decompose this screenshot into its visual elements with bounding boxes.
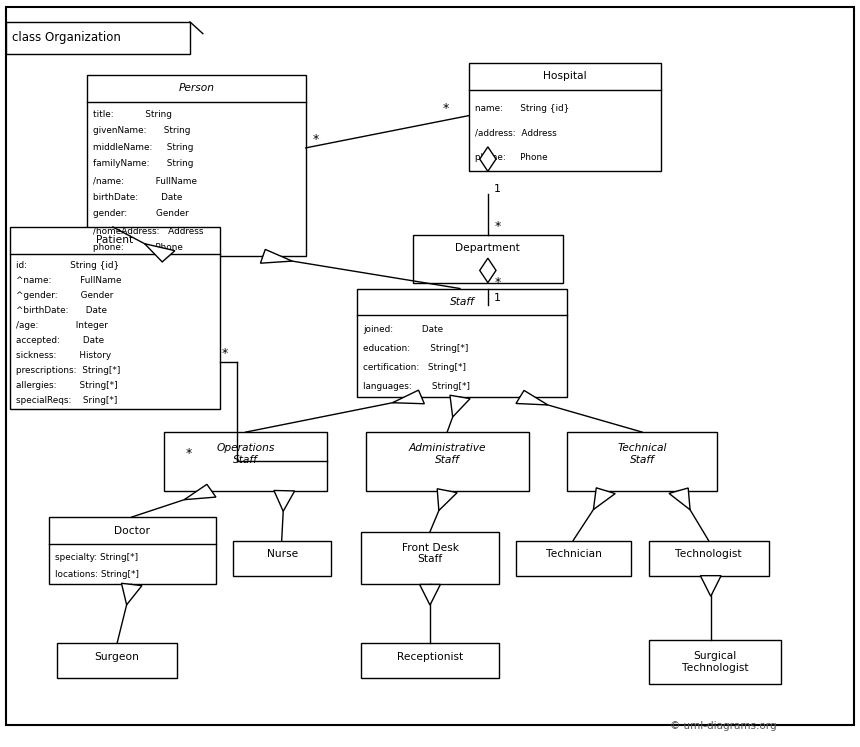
Polygon shape: [437, 489, 458, 510]
Text: sickness:        History: sickness: History: [16, 351, 111, 360]
Text: /age:             Integer: /age: Integer: [16, 320, 108, 329]
Polygon shape: [700, 576, 722, 596]
FancyBboxPatch shape: [516, 541, 631, 576]
Polygon shape: [144, 244, 175, 262]
Text: phone:     Phone: phone: Phone: [475, 153, 547, 162]
FancyBboxPatch shape: [357, 288, 567, 397]
FancyBboxPatch shape: [648, 541, 769, 576]
Text: givenName:      String: givenName: String: [93, 126, 190, 135]
Text: Department: Department: [456, 243, 520, 253]
FancyBboxPatch shape: [10, 227, 220, 409]
FancyBboxPatch shape: [233, 541, 331, 576]
Text: phone:           Phone: phone: Phone: [93, 243, 183, 252]
Text: *: *: [186, 447, 192, 459]
Text: ^gender:        Gender: ^gender: Gender: [16, 291, 114, 300]
FancyBboxPatch shape: [57, 643, 177, 678]
Polygon shape: [480, 258, 496, 282]
Text: *: *: [312, 133, 319, 146]
Text: gender:          Gender: gender: Gender: [93, 209, 189, 218]
FancyBboxPatch shape: [6, 22, 190, 54]
Text: 1: 1: [494, 184, 501, 193]
FancyBboxPatch shape: [361, 532, 499, 584]
Polygon shape: [480, 147, 496, 171]
Text: joined:          Date: joined: Date: [363, 325, 443, 334]
Text: Administrative
Staff: Administrative Staff: [408, 443, 486, 465]
Text: Front Desk
Staff: Front Desk Staff: [402, 542, 458, 564]
Text: Surgeon: Surgeon: [95, 651, 139, 662]
Polygon shape: [261, 249, 292, 263]
Polygon shape: [516, 391, 548, 405]
Polygon shape: [392, 390, 424, 403]
FancyBboxPatch shape: [413, 235, 562, 282]
FancyBboxPatch shape: [469, 63, 661, 171]
Text: /name:           FullName: /name: FullName: [93, 176, 197, 185]
FancyBboxPatch shape: [87, 75, 305, 256]
Text: /homeAddress:   Address: /homeAddress: Address: [93, 226, 204, 235]
Text: Receptionist: Receptionist: [396, 651, 464, 662]
Text: © uml-diagrams.org: © uml-diagrams.org: [670, 721, 777, 731]
Text: Nurse: Nurse: [267, 549, 298, 559]
Text: *: *: [443, 102, 449, 114]
Text: Surgical
Technologist: Surgical Technologist: [682, 651, 748, 672]
Text: class Organization: class Organization: [12, 31, 120, 44]
Text: name:      String {id}: name: String {id}: [475, 104, 568, 113]
Text: education:       String[*]: education: String[*]: [363, 344, 469, 353]
Polygon shape: [184, 484, 216, 500]
Text: prescriptions:  String[*]: prescriptions: String[*]: [16, 366, 120, 375]
Text: ^name:          FullName: ^name: FullName: [16, 276, 121, 285]
Text: birthDate:        Date: birthDate: Date: [93, 193, 182, 202]
Text: id:               String {id}: id: String {id}: [16, 261, 119, 270]
Text: Doctor: Doctor: [114, 526, 150, 536]
Text: middleName:     String: middleName: String: [93, 143, 194, 152]
Text: *: *: [222, 347, 228, 360]
Text: *: *: [494, 276, 501, 288]
Polygon shape: [420, 584, 440, 605]
FancyBboxPatch shape: [366, 432, 529, 491]
FancyBboxPatch shape: [648, 640, 782, 684]
Polygon shape: [669, 488, 690, 509]
Polygon shape: [273, 491, 295, 511]
Text: specialty: String[*]: specialty: String[*]: [54, 553, 138, 562]
Polygon shape: [593, 488, 615, 509]
Text: Technician: Technician: [545, 549, 601, 559]
Polygon shape: [450, 395, 470, 417]
Text: title:           String: title: String: [93, 110, 172, 119]
Text: languages:       String[*]: languages: String[*]: [363, 382, 470, 391]
Text: /address:  Address: /address: Address: [475, 128, 556, 137]
Text: *: *: [494, 220, 501, 233]
Text: Person: Person: [178, 83, 214, 93]
Text: Patient: Patient: [96, 235, 133, 246]
FancyBboxPatch shape: [164, 432, 327, 491]
Text: 1: 1: [494, 294, 501, 303]
Text: Operations
Staff: Operations Staff: [217, 443, 275, 465]
FancyBboxPatch shape: [361, 643, 499, 678]
Text: Staff: Staff: [450, 297, 475, 307]
Text: ^birthDate:      Date: ^birthDate: Date: [16, 306, 107, 314]
Text: familyName:      String: familyName: String: [93, 159, 194, 169]
Polygon shape: [121, 583, 142, 605]
Text: specialReqs:    Sring[*]: specialReqs: Sring[*]: [16, 396, 117, 405]
FancyBboxPatch shape: [567, 432, 717, 491]
Text: allergies:        String[*]: allergies: String[*]: [16, 381, 118, 390]
Text: Hospital: Hospital: [544, 72, 587, 81]
Text: locations: String[*]: locations: String[*]: [54, 570, 138, 579]
Text: certification:   String[*]: certification: String[*]: [363, 363, 466, 372]
Text: accepted:        Date: accepted: Date: [16, 336, 104, 345]
Text: Technical
Staff: Technical Staff: [617, 443, 667, 465]
FancyBboxPatch shape: [48, 517, 216, 584]
Text: Technologist: Technologist: [675, 549, 742, 559]
